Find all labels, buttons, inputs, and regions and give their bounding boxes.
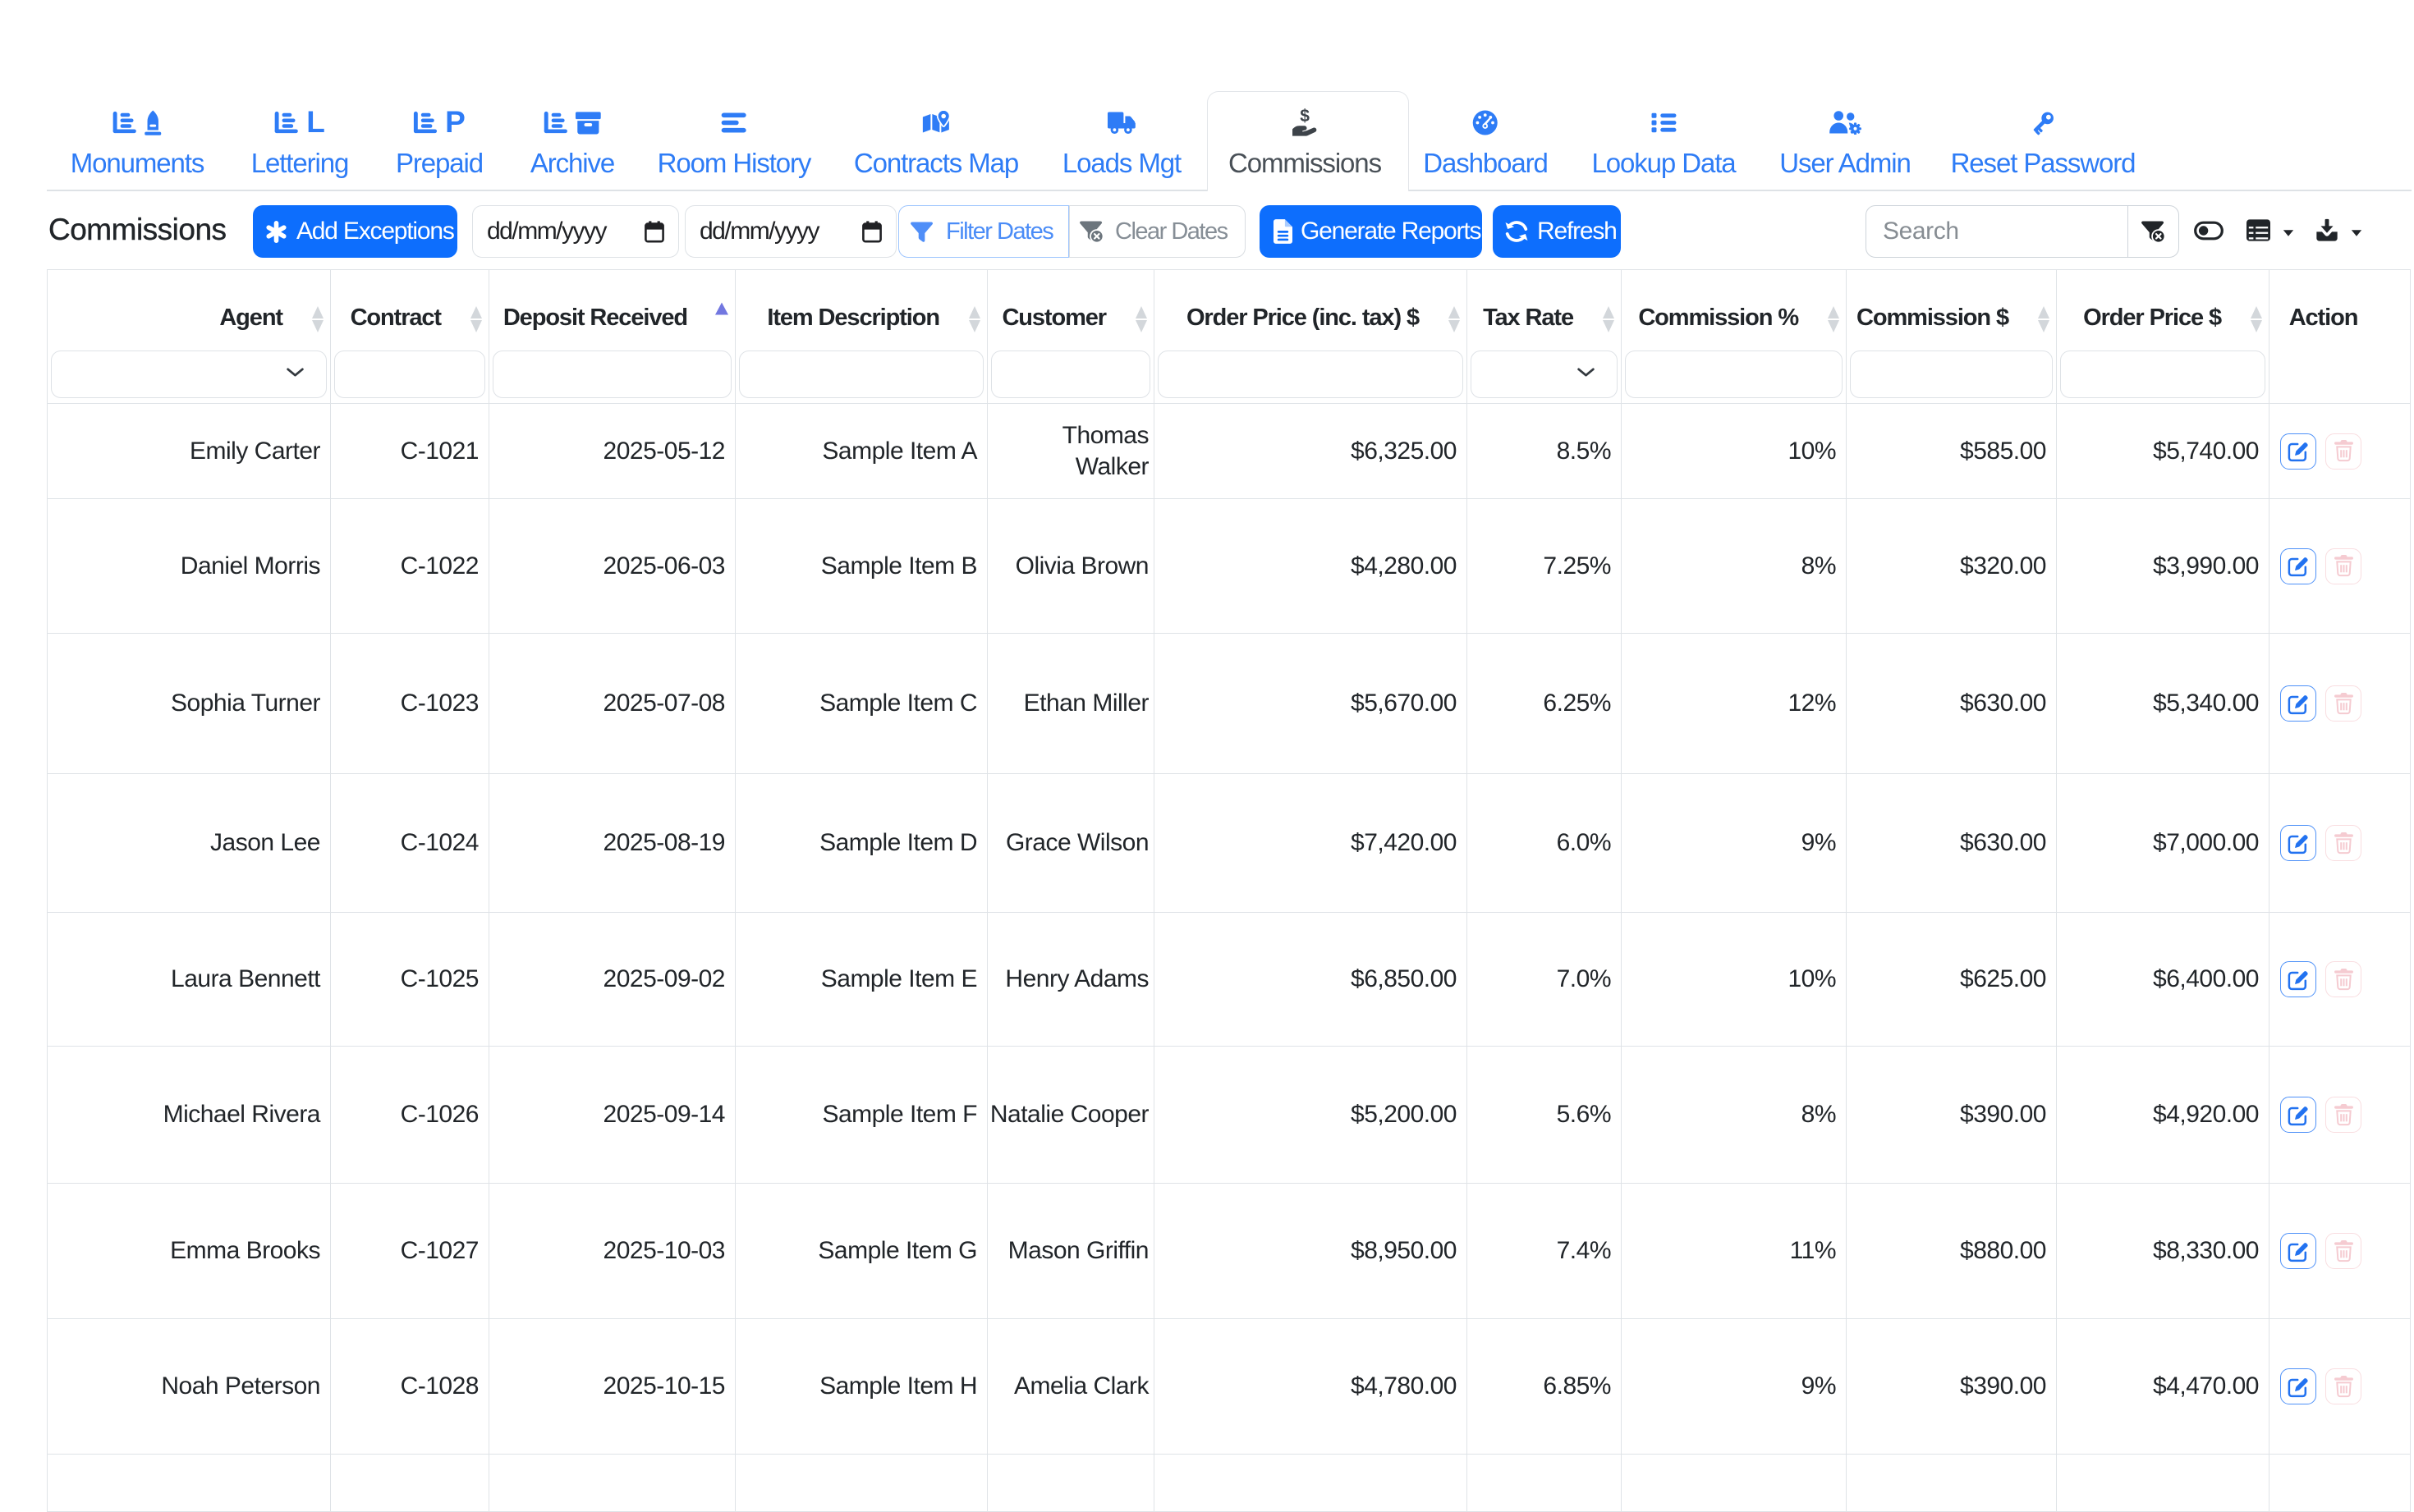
svg-text:$: $ <box>1300 108 1310 126</box>
